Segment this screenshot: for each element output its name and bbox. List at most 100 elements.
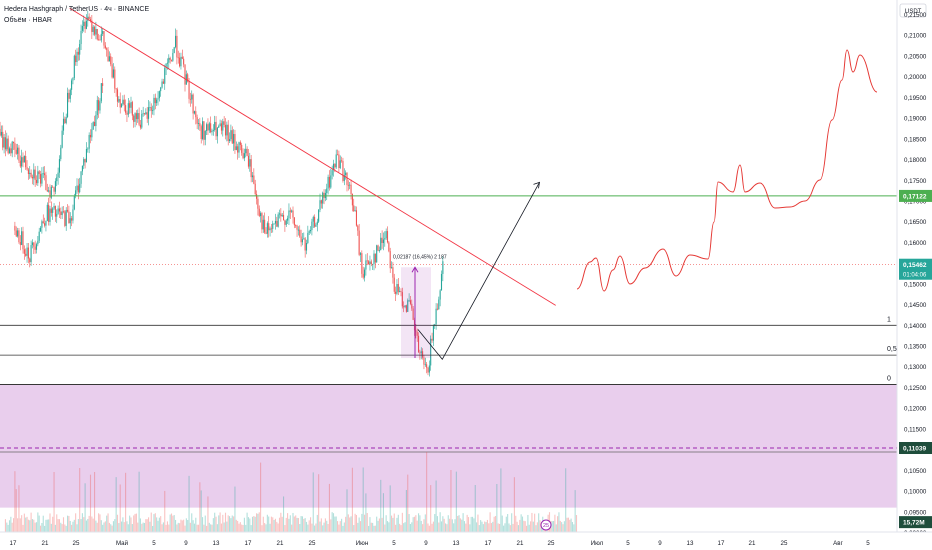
candle-body[interactable] [184, 64, 186, 85]
candle-body[interactable] [49, 190, 51, 198]
candle-body[interactable] [203, 121, 205, 140]
candle-body[interactable] [35, 244, 38, 250]
candle-body[interactable] [280, 213, 282, 217]
candle-body[interactable] [106, 48, 108, 50]
candle-body[interactable] [258, 208, 260, 217]
candle-body[interactable] [131, 102, 133, 116]
candle-body[interactable] [68, 92, 70, 99]
candle-body[interactable] [296, 225, 298, 230]
candle-body[interactable] [359, 253, 362, 255]
candle-body[interactable] [107, 49, 109, 62]
candle-body[interactable] [395, 291, 397, 294]
candle-body[interactable] [208, 123, 210, 131]
candle-body[interactable] [212, 129, 214, 131]
candle-body[interactable] [305, 242, 308, 251]
candle-body[interactable] [235, 146, 237, 150]
candle-body[interactable] [173, 47, 175, 53]
candle-body[interactable] [374, 253, 376, 263]
candle-body[interactable] [188, 81, 190, 99]
candle-body[interactable] [122, 99, 124, 105]
candle-body[interactable] [13, 141, 15, 144]
candle-body[interactable] [424, 364, 426, 366]
candle-body[interactable] [154, 97, 156, 104]
candle-body[interactable] [385, 231, 387, 239]
candle-body[interactable] [206, 124, 208, 131]
candle-body[interactable] [41, 173, 43, 184]
candle-body[interactable] [187, 74, 189, 82]
candle-body[interactable] [58, 208, 60, 212]
candle-body[interactable] [416, 332, 418, 336]
candle-body[interactable] [365, 260, 367, 270]
candle-body[interactable] [96, 100, 98, 116]
candle-body[interactable] [152, 110, 154, 112]
candle-body[interactable] [264, 219, 266, 233]
candle-body[interactable] [265, 232, 267, 234]
candle-body[interactable] [6, 138, 8, 150]
candle-body[interactable] [281, 214, 283, 217]
candle-body[interactable] [218, 126, 220, 128]
candle-body[interactable] [26, 167, 28, 170]
candle-body[interactable] [88, 16, 90, 20]
candle-body[interactable] [145, 112, 147, 115]
candle-body[interactable] [253, 175, 255, 184]
candle-body[interactable] [415, 330, 417, 333]
candle-body[interactable] [148, 107, 150, 119]
candle-body[interactable] [351, 193, 353, 206]
candle-body[interactable] [14, 225, 16, 231]
candle-body[interactable] [60, 211, 62, 216]
candle-body[interactable] [196, 117, 198, 124]
candle-body[interactable] [135, 113, 137, 120]
candle-body[interactable] [69, 89, 71, 99]
candle-body[interactable] [118, 99, 120, 102]
candle-body[interactable] [256, 194, 258, 199]
candle-body[interactable] [64, 118, 66, 124]
candle-body[interactable] [103, 31, 105, 46]
candle-body[interactable] [25, 253, 27, 256]
candle-body[interactable] [133, 115, 135, 122]
candle-body[interactable] [430, 338, 432, 366]
candle-body[interactable] [243, 153, 245, 159]
candle-body[interactable] [368, 261, 370, 265]
candle-body[interactable] [68, 211, 70, 224]
candle-body[interactable] [125, 105, 127, 113]
candle-body[interactable] [316, 221, 318, 225]
candle-body[interactable] [0, 131, 2, 136]
event-badge[interactable] [540, 519, 552, 531]
candle-body[interactable] [73, 195, 75, 210]
candle-body[interactable] [15, 149, 17, 154]
candle-body[interactable] [168, 57, 170, 63]
candle-body[interactable] [129, 103, 131, 108]
candle-body[interactable] [76, 51, 78, 63]
candle-body[interactable] [431, 338, 433, 341]
candle-body[interactable] [61, 211, 63, 216]
candle-body[interactable] [284, 220, 286, 225]
candle-body[interactable] [314, 216, 316, 227]
candle-body[interactable] [229, 139, 231, 141]
candle-body[interactable] [320, 200, 322, 204]
candle-body[interactable] [54, 206, 56, 217]
candle-body[interactable] [376, 245, 378, 263]
candle-body[interactable] [326, 188, 328, 194]
candle-body[interactable] [295, 225, 297, 227]
candle-body[interactable] [81, 165, 83, 172]
candle-body[interactable] [142, 113, 144, 115]
candle-body[interactable] [88, 134, 90, 149]
candle-body[interactable] [58, 159, 60, 173]
candle-body[interactable] [130, 102, 132, 108]
candle-body[interactable] [72, 77, 74, 81]
candle-body[interactable] [137, 113, 139, 120]
candle-body[interactable] [96, 28, 98, 40]
candle-body[interactable] [79, 44, 81, 55]
candle-body[interactable] [266, 223, 268, 234]
candle-body[interactable] [407, 300, 409, 312]
candle-body[interactable] [399, 290, 401, 292]
candle-body[interactable] [369, 261, 371, 265]
candle-body[interactable] [56, 213, 58, 217]
candle-body[interactable] [21, 157, 23, 167]
candle-body[interactable] [328, 176, 330, 188]
candle-body[interactable] [165, 63, 167, 68]
candle-body[interactable] [247, 155, 249, 167]
candle-body[interactable] [339, 160, 341, 169]
candle-body[interactable] [83, 159, 85, 166]
